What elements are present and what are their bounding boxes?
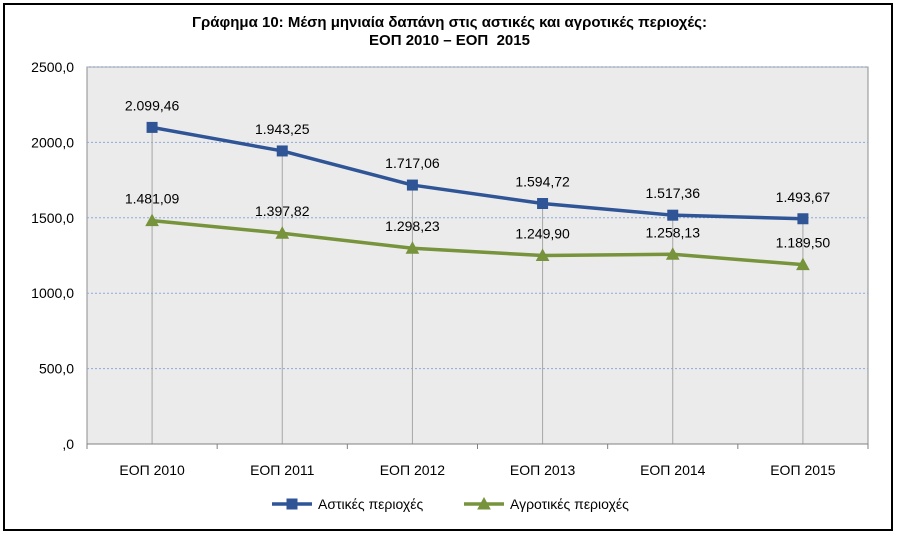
data-point-marker bbox=[146, 121, 158, 133]
series-line-1 bbox=[150, 125, 805, 221]
legend-label: Αστικές περιοχές bbox=[318, 496, 423, 512]
data-label: 1.493,67 bbox=[776, 189, 831, 205]
series-line-2 bbox=[150, 218, 805, 267]
chart-title: Γράφημα 10: Μέση μηνιαία δαπάνη στις αστ… bbox=[192, 14, 707, 31]
data-label: 1.943,25 bbox=[255, 121, 310, 137]
x-tick-label: ΕΟΠ 2015 bbox=[770, 462, 836, 478]
data-point-marker bbox=[796, 257, 810, 271]
x-tick-label: ΕΟΠ 2014 bbox=[640, 462, 706, 478]
y-tick-label: 500,0 bbox=[39, 361, 74, 377]
data-point-marker bbox=[406, 179, 418, 191]
data-label: 1.397,82 bbox=[255, 203, 310, 219]
x-tick-label: ΕΟΠ 2012 bbox=[380, 462, 446, 478]
y-tick-label: 2500,0 bbox=[31, 59, 74, 75]
legend-label: Αγροτικές περιοχές bbox=[510, 496, 629, 512]
legend-marker-triangle bbox=[477, 496, 491, 510]
data-label: 1.298,23 bbox=[385, 218, 440, 234]
data-label: 2.099,46 bbox=[125, 97, 180, 113]
y-tick-label: 1000,0 bbox=[31, 285, 74, 301]
data-point-marker bbox=[667, 209, 679, 221]
y-tick-label: 1500,0 bbox=[31, 210, 74, 226]
data-point-marker bbox=[797, 213, 809, 225]
data-label: 1.249,90 bbox=[515, 226, 570, 242]
data-point-marker bbox=[275, 226, 290, 239]
y-tick-label: ,0 bbox=[62, 436, 74, 452]
data-point-marker bbox=[537, 198, 549, 210]
data-label: 1.481,09 bbox=[125, 191, 180, 207]
x-tick-label: ΕΟΠ 2011 bbox=[250, 462, 315, 478]
x-tick-label: ΕΟΠ 2013 bbox=[510, 462, 576, 478]
y-tick-label: 2000,0 bbox=[31, 134, 74, 150]
data-label: 1.517,36 bbox=[646, 185, 701, 201]
data-point-marker bbox=[535, 248, 550, 262]
data-point-marker bbox=[276, 145, 288, 157]
data-point-marker bbox=[405, 241, 420, 254]
chart-title-block: Γράφημα 10: Μέση μηνιαία δαπάνη στις αστ… bbox=[0, 14, 899, 50]
data-label: 1.189,50 bbox=[776, 235, 831, 251]
data-label: 1.258,13 bbox=[646, 224, 701, 240]
chart-subtitle: ΕΟΠ 2010 – ΕΟΠ 2015 bbox=[369, 32, 530, 49]
x-tick-label: ΕΟΠ 2010 bbox=[119, 462, 185, 478]
data-label: 1.594,72 bbox=[515, 174, 570, 190]
data-label: 1.717,06 bbox=[385, 155, 440, 171]
plot-area bbox=[86, 66, 869, 445]
data-point-marker bbox=[145, 213, 159, 227]
data-point-marker bbox=[665, 247, 680, 260]
legend-marker-square bbox=[286, 498, 298, 510]
